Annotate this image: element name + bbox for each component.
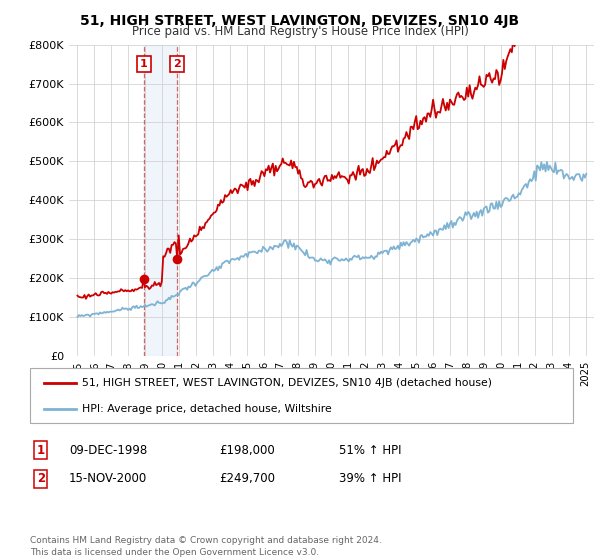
Text: 09-DEC-1998: 09-DEC-1998 [69,444,147,457]
Text: 2: 2 [173,59,181,69]
Bar [144,45,177,356]
Text: £249,700: £249,700 [219,472,275,486]
Text: 51, HIGH STREET, WEST LAVINGTON, DEVIZES, SN10 4JB: 51, HIGH STREET, WEST LAVINGTON, DEVIZES… [80,14,520,28]
Text: Contains HM Land Registry data © Crown copyright and database right 2024.
This d: Contains HM Land Registry data © Crown c… [30,536,382,557]
Text: HPI: Average price, detached house, Wiltshire: HPI: Average price, detached house, Wilt… [82,404,331,414]
Text: 51, HIGH STREET, WEST LAVINGTON, DEVIZES, SN10 4JB (detached house): 51, HIGH STREET, WEST LAVINGTON, DEVIZES… [82,379,491,388]
Text: 2: 2 [37,472,45,486]
Text: £198,000: £198,000 [219,444,275,457]
Text: 15-NOV-2000: 15-NOV-2000 [69,472,147,486]
Text: 39% ↑ HPI: 39% ↑ HPI [339,472,401,486]
Text: 1: 1 [37,444,45,457]
Text: 51% ↑ HPI: 51% ↑ HPI [339,444,401,457]
Text: Price paid vs. HM Land Registry's House Price Index (HPI): Price paid vs. HM Land Registry's House … [131,25,469,38]
Text: 1: 1 [140,59,148,69]
